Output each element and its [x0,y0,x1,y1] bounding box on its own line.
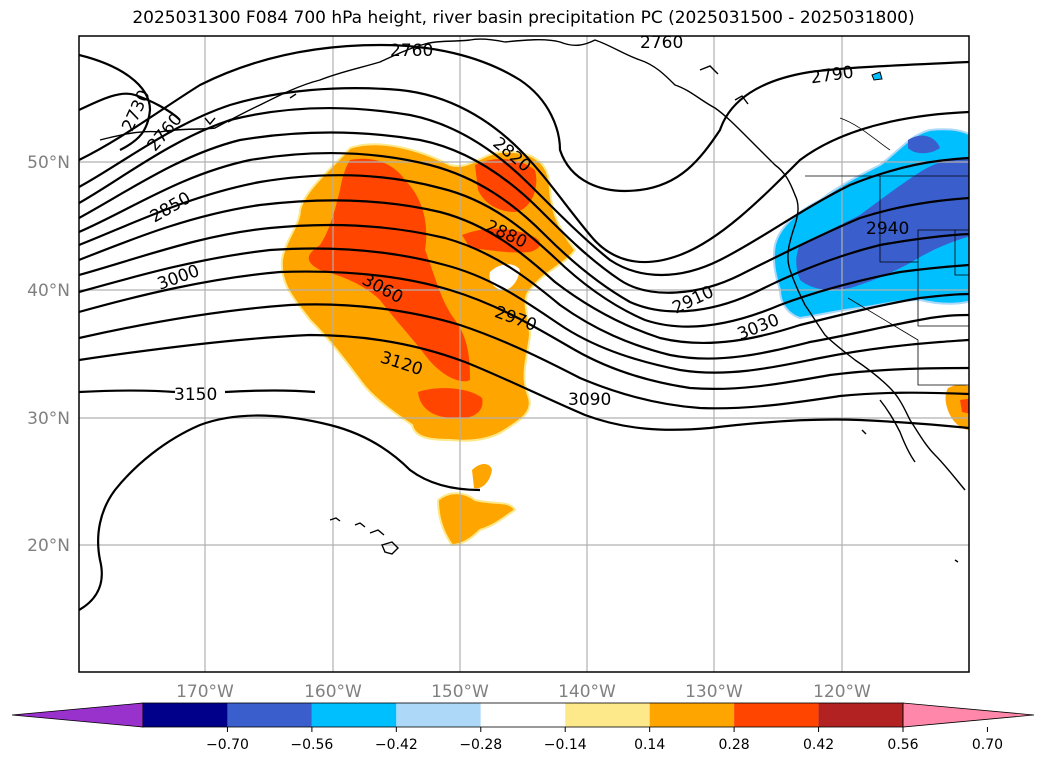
colorbar-segments [11,702,1035,728]
contour-label: 2760 [640,33,683,53]
lat-label: 40°N [27,281,70,301]
latitude-labels: 50°N 40°N 30°N 20°N [27,153,70,556]
colorbar-tick-label: 0.28 [719,737,750,753]
colorbar-segment [818,703,903,727]
colorbar-segment [734,703,819,727]
precip-positive-region [280,143,969,547]
lon-label: 130°W [685,682,743,702]
colorbar-segment [311,703,397,727]
precip-negative-region [772,71,969,320]
political-borders [805,117,969,386]
contour-label: 3090 [568,390,611,410]
map-title: 2025031300 F084 700 hPa height, river ba… [132,8,915,28]
lon-label: 170°W [176,682,234,702]
colorbar-tick-label: 0.56 [887,737,918,753]
lat-label: 30°N [27,409,70,429]
colorbar-segment [227,703,312,727]
lat-label: 50°N [27,153,70,173]
colorbar-tick-label: 0.14 [634,737,665,753]
colorbar-ticks: −0.70 −0.56 −0.42 −0.28 −0.14 0.14 0.28 0.42 0.5… [206,727,1003,753]
colorbar-extend-low [11,702,144,728]
colorbar-segment [649,703,735,727]
graticule [79,36,969,672]
colorbar-tick-label: −0.14 [544,737,587,753]
colorbar-segment [565,703,650,727]
colorbar-segment [396,703,481,727]
colorbar-tick-label: −0.56 [290,737,333,753]
contour-label: 2940 [866,219,909,239]
contour-label: 2790 [809,63,855,89]
colorbar-tick-label: −0.42 [375,737,418,753]
colorbar-tick-label: −0.70 [206,737,249,753]
colorbar-extend-high [902,702,1035,728]
contour-label: 2910 [669,282,717,318]
contour-label: 3150 [174,385,217,405]
height-contours [79,43,969,611]
colorbar-frame [142,702,904,728]
lon-label: 120°W [813,682,871,702]
lon-label: 140°W [558,682,616,702]
lat-label: 20°N [27,536,70,556]
colorbar-tick-label: −0.28 [459,737,502,753]
colorbar-segment [480,703,566,727]
map-frame [78,35,970,673]
colorbar: −0.70 −0.56 −0.42 −0.28 −0.14 0.14 0.28 0.42 0.5… [11,702,1035,753]
colorbar-tick-label: 0.70 [972,737,1003,753]
contour-label: 3030 [735,310,783,345]
lon-label: 150°W [431,682,489,702]
lon-label: 160°W [304,682,362,702]
longitude-labels: 170°W 160°W 150°W 140°W 130°W 120°W [176,682,871,702]
colorbar-segment [143,703,228,727]
contour-label: 2760 [390,41,433,61]
colorbar-tick-label: 0.42 [803,737,834,753]
plot-area: 2760 2760 2730 2760 2790 2820 2850 2880 … [79,33,969,672]
